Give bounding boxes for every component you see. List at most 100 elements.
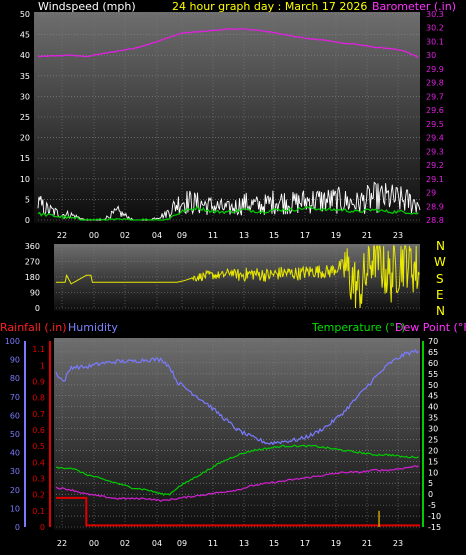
humidity-line: [55, 348, 419, 446]
x-tick-label-wind: 23: [393, 231, 403, 240]
y-tick-label-direction: 90: [30, 289, 40, 298]
y-tick-label-wind: 35: [20, 72, 30, 81]
compass-label: S: [436, 272, 444, 286]
y-tick-label-temperature: 30: [428, 425, 438, 434]
y-tick-label-temperature: 15: [428, 457, 438, 466]
y-tick-label-rain: 1.1: [32, 345, 45, 354]
y-tick-label-barometer: 30.3: [426, 10, 444, 19]
x-tick-label-wind: 02: [120, 231, 130, 240]
y-tick-label-wind: 0: [25, 216, 30, 225]
x-tick-label-wind: 13: [239, 231, 249, 240]
rainfall-line: [56, 496, 420, 527]
y-tick-label-temperature: -15: [428, 523, 441, 532]
x-tick-label-temperature: 00: [89, 539, 99, 548]
y-tick-label-temperature: 5: [428, 479, 433, 488]
y-tick-label-rain: 1: [40, 361, 45, 370]
x-tick-label-temperature: 09: [177, 539, 187, 548]
y-tick-label-barometer: 28.8: [426, 216, 444, 225]
y-tick-label-barometer: 29.7: [426, 92, 444, 101]
x-tick-label-wind: 11: [208, 231, 218, 240]
y-tick-label-barometer: 30.2: [426, 24, 444, 33]
y-tick-label-temperature: 20: [428, 446, 438, 455]
x-tick-label-wind: 09: [177, 231, 187, 240]
y-tick-label-rain: 0.2: [32, 491, 45, 500]
y-tick-label-rain: 0.3: [32, 474, 45, 483]
x-tick-label-temperature: 13: [239, 539, 249, 548]
y-tick-label-wind: 45: [20, 31, 30, 40]
x-tick-label-temperature: 17: [300, 539, 310, 548]
y-tick-label-temperature: 60: [428, 359, 438, 368]
y-tick-label-barometer: 29.5: [426, 120, 444, 129]
series-lines: [37, 28, 421, 527]
y-tick-label-barometer: 29.2: [426, 161, 444, 170]
dewpoint-label: Dew Point (°F): [395, 321, 466, 334]
y-tick-label-rain: 0.9: [32, 377, 45, 386]
y-tick-label-humidity: 50: [10, 430, 20, 439]
y-tick-label-rain: 0.8: [32, 394, 45, 403]
y-tick-label-humidity: 90: [10, 356, 20, 365]
y-tick-label-barometer: 29.8: [426, 79, 444, 88]
y-tick-label-temperature: 0: [428, 490, 433, 499]
x-tick-label-wind: 15: [269, 231, 279, 240]
y-tick-label-temperature: 25: [428, 435, 438, 444]
x-tick-label-wind: 21: [362, 231, 372, 240]
y-tick-label-temperature: 45: [428, 392, 438, 401]
humidity-label: Humidity: [68, 321, 118, 334]
y-tick-label-rain: 0.1: [32, 507, 45, 516]
y-tick-label-wind: 15: [20, 154, 30, 163]
x-tick-label-temperature: 11: [208, 539, 218, 548]
y-tick-label-temperature: 50: [428, 381, 438, 390]
windspeed-label: Windspeed (mph): [38, 0, 136, 13]
x-tick-label-temperature: 19: [331, 539, 341, 548]
y-tick-label-rain: 0.5: [32, 442, 45, 451]
y-tick-label-temperature: 70: [428, 337, 438, 346]
y-tick-label-temperature: 55: [428, 370, 438, 379]
dewpoint-line: [55, 465, 419, 503]
y-tick-label-humidity: 20: [10, 486, 20, 495]
x-tick-label-temperature: 21: [362, 539, 372, 548]
y-tick-label-temperature: 10: [428, 468, 438, 477]
x-tick-label-temperature: 04: [152, 539, 162, 548]
chart-title: 24 hour graph day : March 17 2026: [172, 0, 367, 13]
y-tick-label-wind: 30: [20, 92, 30, 101]
x-tick-label-wind: 22: [57, 231, 67, 240]
y-tick-label-humidity: 30: [10, 467, 20, 476]
y-tick-label-direction: 0: [35, 304, 40, 313]
y-tick-label-barometer: 28.9: [426, 202, 444, 211]
x-tick-label-temperature: 22: [57, 539, 67, 548]
temperature-line: [55, 444, 419, 496]
y-tick-label-wind: 20: [20, 134, 30, 143]
y-tick-label-humidity: 10: [10, 504, 20, 513]
y-tick-label-temperature: -5: [428, 501, 436, 510]
axis-labels: 0510152025303540455028.828.92929.129.229…: [5, 10, 444, 548]
y-tick-label-temperature: -10: [428, 512, 441, 521]
wind-direction-line: [56, 245, 420, 309]
y-tick-label-barometer: 29.3: [426, 147, 444, 156]
x-tick-label-temperature: 23: [393, 539, 403, 548]
rainfall-label: Rainfall (.in): [0, 321, 67, 334]
wind-average-line: [37, 204, 419, 221]
y-tick-label-direction: 360: [25, 242, 40, 251]
y-tick-label-wind: 25: [20, 113, 30, 122]
y-tick-label-barometer: 29.9: [426, 65, 444, 74]
y-tick-label-barometer: 29.4: [426, 134, 444, 143]
y-tick-label-temperature: 35: [428, 414, 438, 423]
x-tick-label-temperature: 02: [120, 539, 130, 548]
y-tick-label-wind: 50: [20, 10, 30, 19]
y-tick-label-humidity: 80: [10, 374, 20, 383]
wind-panel-background: [34, 12, 420, 223]
temp-panel-background: [54, 338, 420, 530]
y-tick-label-barometer: 30: [426, 51, 436, 60]
y-tick-label-humidity: 0: [15, 523, 20, 532]
x-tick-label-wind: 17: [300, 231, 310, 240]
y-tick-label-humidity: 60: [10, 411, 20, 420]
y-tick-label-wind: 10: [20, 175, 30, 184]
compass-label: E: [436, 288, 444, 302]
y-tick-label-rain: 0: [40, 523, 45, 532]
y-tick-label-direction: 270: [25, 258, 40, 267]
y-tick-label-rain: 0.4: [32, 458, 45, 467]
y-tick-label-humidity: 40: [10, 449, 20, 458]
y-tick-label-temperature: 40: [428, 403, 438, 412]
